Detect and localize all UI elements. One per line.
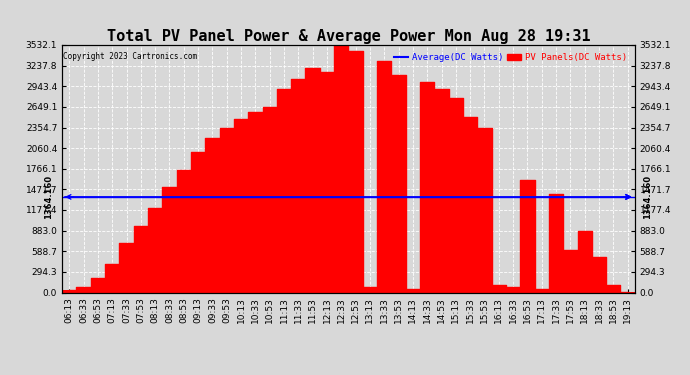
- Bar: [391, 75, 406, 292]
- Bar: [348, 51, 363, 292]
- Bar: [506, 287, 520, 292]
- Text: 1364.160: 1364.160: [643, 175, 652, 219]
- Bar: [420, 82, 435, 292]
- Bar: [134, 226, 148, 292]
- Bar: [334, 45, 348, 292]
- Bar: [77, 287, 90, 292]
- Bar: [607, 285, 620, 292]
- Bar: [320, 72, 334, 292]
- Bar: [363, 287, 377, 292]
- Bar: [234, 119, 248, 292]
- Bar: [105, 264, 119, 292]
- Bar: [535, 289, 549, 292]
- Bar: [578, 231, 592, 292]
- Bar: [435, 89, 448, 292]
- Bar: [291, 79, 306, 292]
- Bar: [248, 112, 262, 292]
- Bar: [191, 152, 206, 292]
- Bar: [463, 117, 477, 292]
- Bar: [277, 89, 291, 292]
- Bar: [406, 289, 420, 292]
- Bar: [448, 98, 463, 292]
- Text: Copyright 2023 Cartronics.com: Copyright 2023 Cartronics.com: [63, 53, 197, 62]
- Bar: [306, 68, 320, 292]
- Bar: [91, 279, 105, 292]
- Bar: [549, 194, 563, 292]
- Bar: [177, 170, 191, 292]
- Bar: [477, 128, 492, 292]
- Bar: [148, 209, 162, 292]
- Bar: [492, 285, 506, 292]
- Bar: [592, 258, 607, 292]
- Text: 1364.160: 1364.160: [45, 175, 54, 219]
- Legend: Average(DC Watts), PV Panels(DC Watts): Average(DC Watts), PV Panels(DC Watts): [391, 50, 630, 66]
- Bar: [262, 107, 277, 292]
- Bar: [162, 188, 177, 292]
- Bar: [206, 138, 219, 292]
- Bar: [119, 243, 134, 292]
- Bar: [563, 251, 578, 292]
- Bar: [520, 180, 535, 292]
- Bar: [377, 61, 391, 292]
- Bar: [62, 290, 77, 292]
- Bar: [219, 128, 234, 292]
- Title: Total PV Panel Power & Average Power Mon Aug 28 19:31: Total PV Panel Power & Average Power Mon…: [107, 29, 590, 44]
